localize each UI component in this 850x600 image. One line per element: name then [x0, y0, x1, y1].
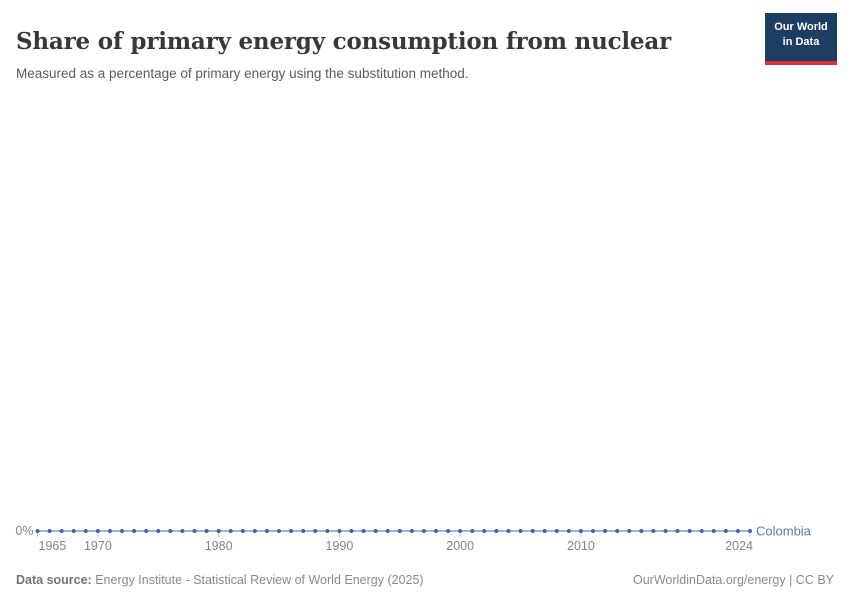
data-point[interactable] [35, 529, 40, 533]
data-point[interactable] [578, 529, 583, 533]
data-point[interactable] [421, 529, 426, 533]
x-axis-label: 2010 [567, 539, 595, 553]
data-point[interactable] [325, 529, 330, 533]
footer-source-label: Data source: [16, 573, 92, 587]
data-point[interactable] [277, 529, 282, 533]
data-point[interactable] [566, 529, 571, 533]
data-point[interactable] [264, 529, 269, 533]
data-point[interactable] [373, 529, 378, 533]
y-axis-label: 0% [15, 524, 33, 538]
data-point[interactable] [240, 529, 245, 533]
data-point[interactable] [639, 529, 644, 533]
data-point[interactable] [723, 529, 728, 533]
data-point[interactable] [494, 529, 499, 533]
data-point[interactable] [735, 529, 740, 533]
x-axis-label: 1980 [205, 539, 233, 553]
data-point[interactable] [252, 529, 257, 533]
data-point[interactable] [107, 529, 112, 533]
data-point[interactable] [554, 529, 559, 533]
page-footer: Data source: Energy Institute - Statisti… [16, 573, 834, 587]
data-point[interactable] [361, 529, 366, 533]
data-point[interactable] [675, 529, 680, 533]
data-point[interactable] [47, 529, 52, 533]
data-point[interactable] [687, 529, 692, 533]
page-title: Share of primary energy consumption from… [16, 28, 671, 56]
data-point[interactable] [397, 529, 402, 533]
data-point[interactable] [216, 529, 221, 533]
x-axis-label: 2000 [446, 539, 474, 553]
data-point[interactable] [349, 529, 354, 533]
data-point[interactable] [530, 529, 535, 533]
data-point[interactable] [591, 529, 596, 533]
x-axis-label: 1990 [326, 539, 354, 553]
data-point[interactable] [144, 529, 149, 533]
data-point[interactable] [204, 529, 209, 533]
data-point[interactable] [156, 529, 161, 533]
data-point[interactable] [458, 529, 463, 533]
x-axis-label: 2024 [725, 539, 753, 553]
data-point[interactable] [651, 529, 656, 533]
data-point[interactable] [506, 529, 511, 533]
data-point[interactable] [192, 529, 197, 533]
page-subtitle: Measured as a percentage of primary ener… [16, 65, 469, 81]
data-point[interactable] [627, 529, 632, 533]
data-point[interactable] [180, 529, 185, 533]
data-point[interactable] [542, 529, 547, 533]
owid-logo-line1: Our World [774, 21, 828, 33]
data-point[interactable] [470, 529, 475, 533]
owid-logo-line2: in Data [782, 35, 820, 48]
data-point[interactable] [228, 529, 233, 533]
data-point[interactable] [663, 529, 668, 533]
data-point[interactable] [168, 529, 173, 533]
footer-license-link[interactable]: OurWorldinData.org/energy | CC BY [632, 573, 834, 587]
footer-data-source: Data source: Energy Institute - Statisti… [16, 573, 424, 587]
data-point[interactable] [446, 529, 451, 533]
data-point[interactable] [59, 529, 64, 533]
data-point[interactable] [711, 529, 716, 533]
data-point[interactable] [434, 529, 439, 533]
data-point[interactable] [132, 529, 137, 533]
data-point[interactable] [615, 529, 620, 533]
data-point[interactable] [748, 529, 752, 533]
data-point[interactable] [699, 529, 704, 533]
x-axis-label: 1965 [39, 539, 67, 553]
data-point[interactable] [482, 529, 487, 533]
data-point[interactable] [289, 529, 294, 533]
data-point[interactable] [603, 529, 608, 533]
data-point[interactable] [313, 529, 318, 533]
data-point[interactable] [385, 529, 390, 533]
data-point[interactable] [301, 529, 306, 533]
data-point[interactable] [409, 529, 414, 533]
footer-source-text: Energy Institute - Statistical Review of… [91, 573, 424, 587]
data-point[interactable] [95, 529, 100, 533]
data-point[interactable] [83, 529, 88, 533]
data-point[interactable] [337, 529, 342, 533]
data-point[interactable] [518, 529, 523, 533]
data-point[interactable] [71, 529, 76, 533]
series-label-colombia[interactable]: Colombia [756, 524, 812, 539]
owid-logo[interactable]: Our World in Data [765, 13, 837, 65]
x-axis-label: 1970 [84, 539, 112, 553]
data-point[interactable] [120, 529, 125, 533]
